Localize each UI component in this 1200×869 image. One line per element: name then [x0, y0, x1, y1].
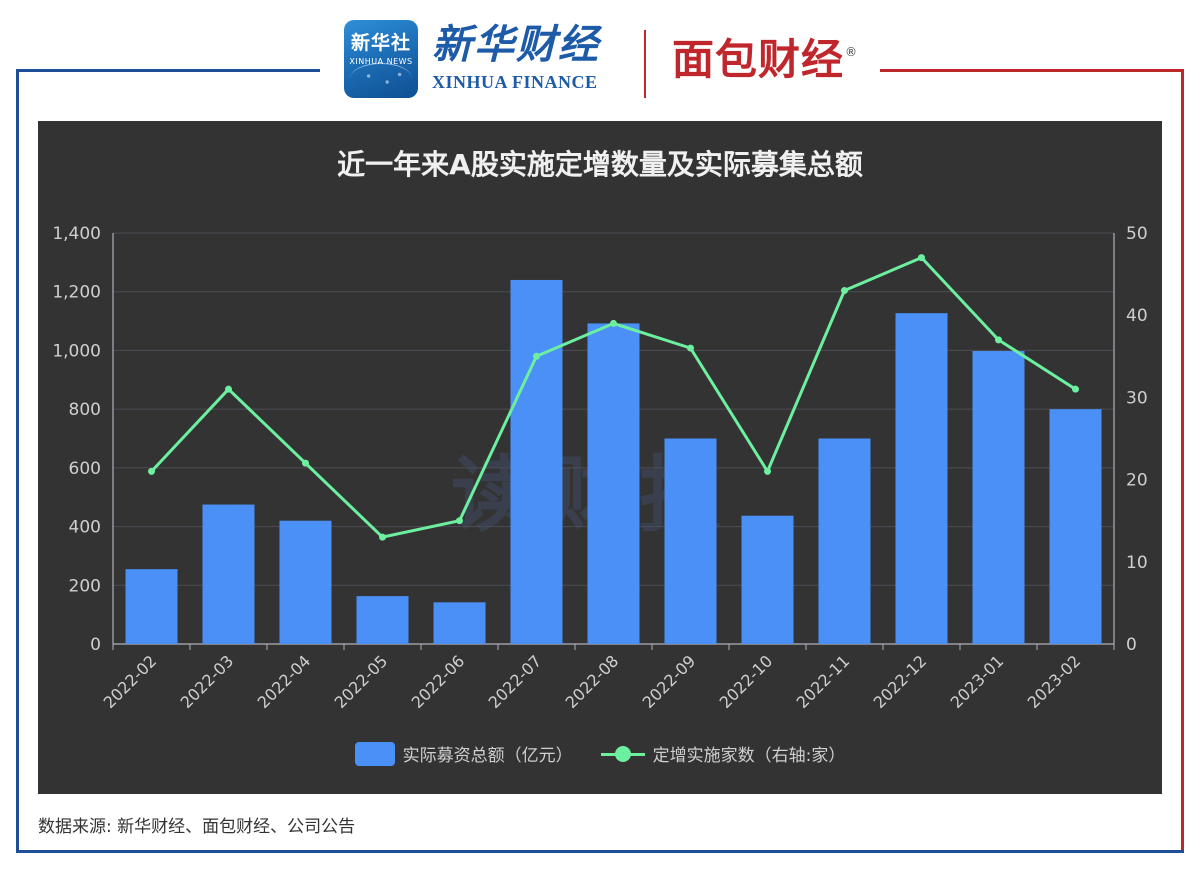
bar — [895, 313, 948, 644]
legend-item-bar[interactable]: 实际募资总额（亿元） — [354, 741, 573, 766]
logo-divider — [644, 30, 646, 98]
line-point — [841, 287, 848, 295]
y-left-tick-label: 400 — [69, 518, 101, 538]
bar — [587, 323, 640, 644]
line-point — [610, 319, 617, 327]
chart-legend: 实际募资总额（亿元） 定增实施家数（右轴:家） — [38, 741, 1162, 766]
line-point — [1072, 385, 1079, 393]
line-point — [918, 254, 925, 262]
y-left-tick-label: 0 — [90, 635, 101, 655]
bar — [356, 596, 409, 644]
header-logos: 新华社 XINHUA NEWS 新华财经 XINHUA FINANCE 面包财经… — [320, 14, 880, 104]
xinhua-finance-logo-en: XINHUA FINANCE — [432, 72, 598, 92]
bar — [125, 569, 178, 644]
line-point — [302, 459, 309, 467]
x-tick-label: 2022-05 — [331, 651, 392, 712]
y-left-tick-label: 1,200 — [52, 283, 101, 303]
x-tick-label: 2022-12 — [870, 651, 931, 712]
y-right-tick-label: 40 — [1126, 306, 1148, 326]
x-tick-label: 2023-02 — [1024, 651, 1085, 712]
y-left-tick-label: 600 — [69, 459, 101, 479]
frame-left-line — [16, 69, 19, 853]
y-left-tick-label: 1,400 — [52, 224, 101, 244]
frame-bottom-line — [16, 850, 1184, 853]
legend-line-swatch — [600, 742, 645, 766]
line-point — [148, 467, 155, 475]
x-tick-label: 2022-03 — [177, 651, 238, 712]
x-tick-label: 2022-09 — [639, 651, 700, 712]
chart-title: 近一年来A股实施定增数量及实际募集总额 — [337, 148, 863, 181]
bar — [279, 520, 332, 644]
xinhua-logo-cn: 新华社 — [350, 32, 411, 54]
mianbao-logo-text: 面包财经 — [672, 35, 845, 84]
legend-line-label: 定增实施家数（右轴:家） — [652, 746, 846, 766]
y-right-tick-label: 10 — [1126, 553, 1148, 573]
chart-plot: 0 200 400 600 800 1,000 1,200 1,400 0 10 20 30 40 50 2… — [52, 224, 1148, 712]
bar — [510, 279, 563, 644]
x-tick-label: 2022-02 — [100, 651, 161, 712]
globe-icon — [350, 63, 412, 94]
y-left-tick-label: 200 — [69, 576, 101, 596]
xinhua-finance-logo: 新华财经 XINHUA FINANCE — [432, 20, 622, 100]
bar — [202, 504, 255, 644]
legend-bar-label: 实际募资总额（亿元） — [402, 746, 573, 766]
line-point — [995, 336, 1002, 344]
data-source-note: 数据来源: 新华财经、面包财经、公司公告 — [38, 817, 356, 837]
y-right-tick-label: 20 — [1126, 471, 1148, 491]
bar — [818, 438, 871, 644]
mianbao-finance-logo: 面包财经 ® — [672, 32, 857, 88]
frame-right-line — [1181, 69, 1184, 853]
y-right-tick-label: 50 — [1126, 224, 1148, 244]
x-tick-label: 2023-01 — [947, 651, 1008, 712]
frame-top-left-line — [16, 69, 320, 72]
y-right-tick-label: 30 — [1126, 388, 1148, 408]
xinhua-news-logo: 新华社 XINHUA NEWS — [344, 20, 418, 98]
x-tick-label: 2022-07 — [485, 651, 546, 712]
line-point — [687, 344, 694, 352]
x-tick-label: 2022-06 — [408, 651, 469, 712]
line-point — [225, 385, 232, 393]
bar — [972, 351, 1025, 644]
registered-mark: ® — [845, 45, 859, 59]
xinhua-logo-en: XINHUA NEWS — [349, 57, 413, 66]
chart-panel: 近一年来A股实施定增数量及实际募集总额 读财报 02004006008001,0… — [38, 121, 1162, 794]
bar — [433, 602, 486, 644]
y-left-tick-label: 1,000 — [52, 341, 101, 361]
bar — [664, 438, 717, 644]
legend-item-line[interactable]: 定增实施家数（右轴:家） — [600, 741, 846, 766]
line-point — [533, 352, 540, 360]
line-point — [456, 517, 463, 525]
legend-bar-swatch — [354, 741, 395, 766]
xinhua-finance-logo-cn: 新华财经 — [432, 21, 600, 68]
bar — [741, 515, 794, 644]
x-tick-label: 2022-11 — [793, 651, 854, 712]
x-tick-label: 2022-04 — [254, 651, 315, 712]
y-right-tick-label: 0 — [1126, 635, 1137, 655]
line-point — [379, 533, 386, 541]
y-left-tick-label: 800 — [69, 400, 101, 420]
bar — [1049, 409, 1102, 644]
x-tick-label: 2022-10 — [716, 651, 777, 712]
line-point — [764, 467, 771, 475]
x-tick-label: 2022-08 — [562, 651, 623, 712]
frame-top-right-line — [880, 69, 1184, 72]
